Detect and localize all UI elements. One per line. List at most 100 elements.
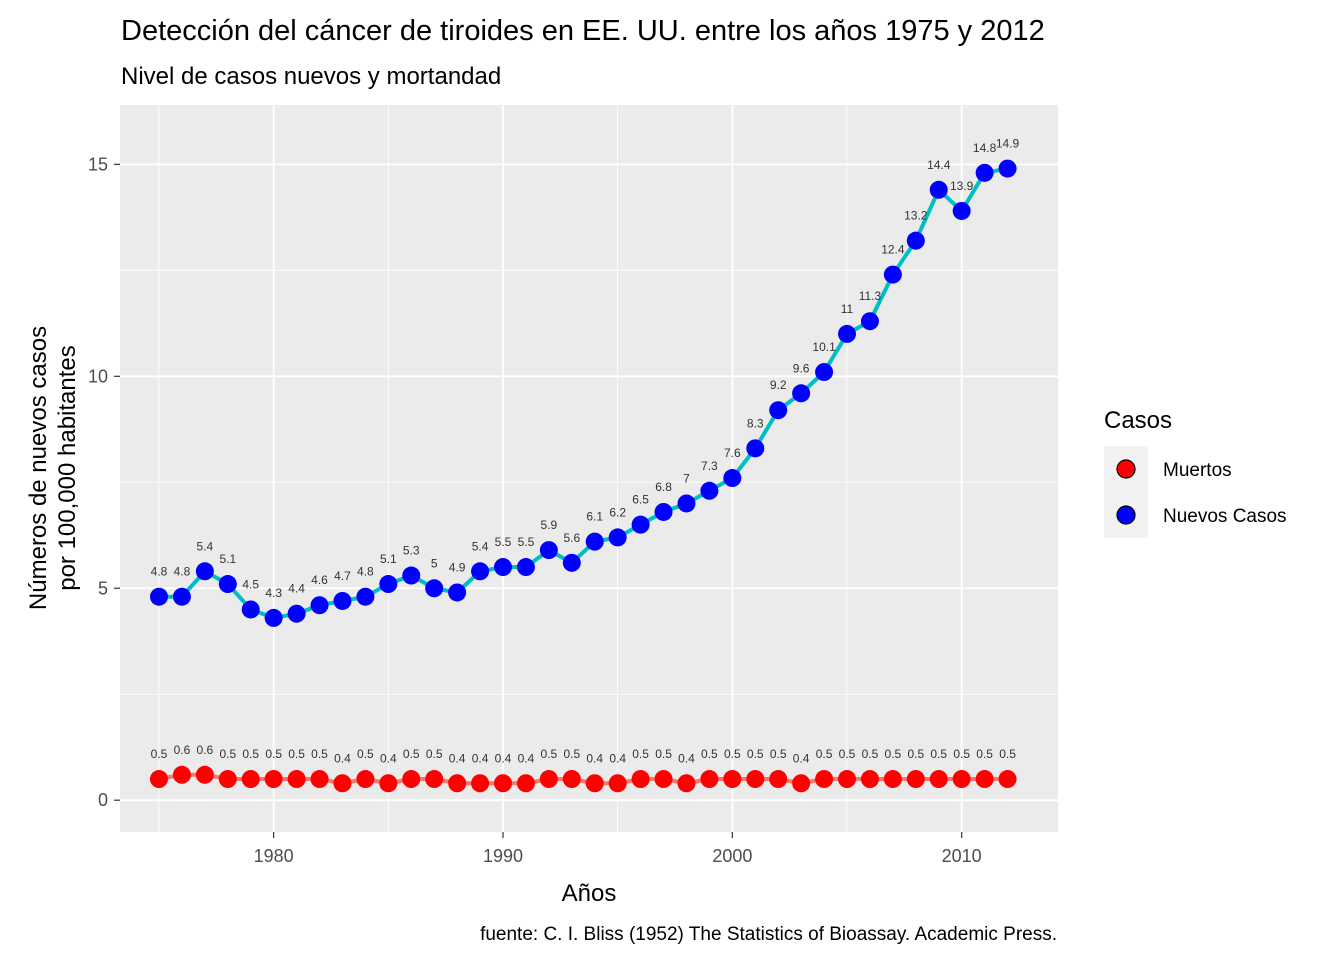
data-label-muertos: 0.4 [793,751,810,765]
data-label-nuevos-casos: 4.8 [357,565,374,579]
source-caption: fuente: C. I. Bliss (1952) The Statistic… [480,924,1057,945]
data-label-nuevos-casos: 6.8 [655,480,672,494]
data-point-muertos [608,774,627,793]
data-point-nuevos-casos [883,265,902,284]
y-axis-title-line-2: por 100,000 habitantes [54,345,81,591]
data-point-nuevos-casos [998,159,1017,178]
data-label-muertos: 0.5 [862,747,879,761]
data-label-muertos: 0.5 [357,747,374,761]
chart-title: Detección del cáncer de tiroides en EE. … [121,15,1045,47]
data-point-muertos [493,774,512,793]
data-label-muertos: 0.5 [747,747,764,761]
data-label-nuevos-casos: 7.6 [724,446,741,460]
data-label-muertos: 0.6 [197,743,214,757]
x-tick-label: 2010 [942,846,982,866]
data-point-nuevos-casos [562,553,581,572]
y-axis-title-line-1: Números de nuevos casos [25,326,52,610]
data-point-muertos [792,774,811,793]
data-point-nuevos-casos [310,596,329,615]
data-point-nuevos-casos [975,163,994,182]
data-label-nuevos-casos: 6.5 [632,493,649,507]
data-point-nuevos-casos [471,562,490,581]
y-tick-label: 10 [88,366,108,386]
data-label-nuevos-casos: 11.3 [859,289,882,303]
data-point-muertos [310,770,329,789]
data-label-muertos: 0.5 [541,747,558,761]
x-tick-label: 1990 [483,846,523,866]
data-label-nuevos-casos: 4.5 [242,577,259,591]
data-label-nuevos-casos: 9.6 [793,361,810,375]
data-point-muertos [539,770,558,789]
data-label-muertos: 0.5 [265,747,282,761]
data-point-muertos [195,765,214,784]
data-point-nuevos-casos [264,608,283,627]
data-label-nuevos-casos: 4.4 [288,582,305,596]
data-label-muertos: 0.5 [151,747,168,761]
data-label-nuevos-casos: 14.9 [996,137,1020,151]
data-point-nuevos-casos [723,469,742,488]
legend: Casos Muertos Nuevos Casos [1104,407,1287,538]
data-point-muertos [723,770,742,789]
data-point-muertos [654,770,673,789]
data-point-muertos [264,770,283,789]
data-point-muertos [838,770,857,789]
data-point-nuevos-casos [493,558,512,577]
data-point-muertos [815,770,834,789]
data-label-muertos: 0.4 [586,751,603,765]
data-label-nuevos-casos: 7 [683,471,690,485]
data-label-muertos: 0.5 [655,747,672,761]
data-label-muertos: 0.5 [907,747,924,761]
data-point-muertos [929,770,948,789]
data-point-nuevos-casos [952,201,971,220]
x-tick-label: 1980 [254,846,294,866]
data-label-muertos: 0.4 [334,751,351,765]
data-label-muertos: 0.4 [449,751,466,765]
axis-ticks: 1980 1990 2000 2010 0 5 10 15 [88,154,982,866]
data-label-muertos: 0.5 [999,747,1016,761]
data-label-nuevos-casos: 5.5 [495,535,512,549]
data-point-nuevos-casos [172,587,191,606]
data-point-muertos [677,774,696,793]
data-point-muertos [425,770,444,789]
data-label-nuevos-casos: 5.1 [219,552,236,566]
data-label-muertos: 0.4 [380,751,397,765]
x-tick-label: 2000 [712,846,752,866]
data-point-nuevos-casos [516,558,535,577]
legend-marker-nuevos-casos [1116,505,1136,525]
data-label-muertos: 0.5 [770,747,787,761]
data-label-nuevos-casos: 13.9 [950,179,974,193]
data-label-muertos: 0.5 [953,747,970,761]
data-label-nuevos-casos: 5.9 [541,518,558,532]
data-label-nuevos-casos: 4.9 [449,560,466,574]
data-label-nuevos-casos: 4.8 [151,565,168,579]
data-label-muertos: 0.4 [518,751,535,765]
data-point-muertos [356,770,375,789]
data-point-muertos [860,770,879,789]
data-point-nuevos-casos [860,312,879,331]
data-label-muertos: 0.5 [426,747,443,761]
data-label-nuevos-casos: 12.4 [881,243,905,257]
data-label-muertos: 0.5 [311,747,328,761]
data-labels: 0.5 0.6 0.6 0.5 0.5 0.5 0.5 0.5 0.4 0.5 0.4 0.5 0.5 0… [151,137,1020,766]
data-label-nuevos-casos: 10.1 [812,340,836,354]
data-label-muertos: 0.5 [632,747,649,761]
data-label-muertos: 0.5 [885,747,902,761]
data-point-muertos [906,770,925,789]
data-point-nuevos-casos [792,384,811,403]
data-label-nuevos-casos: 5.5 [518,535,535,549]
x-axis-title: Años [562,880,617,907]
legend-label-nuevos-casos: Nuevos Casos [1163,506,1287,527]
data-point-nuevos-casos [287,604,306,623]
data-point-nuevos-casos [539,541,558,560]
data-label-nuevos-casos: 6.2 [609,505,626,519]
data-point-muertos [471,774,490,793]
data-point-muertos [218,770,237,789]
data-point-nuevos-casos [218,575,237,594]
data-label-muertos: 0.5 [930,747,947,761]
data-point-nuevos-casos [425,579,444,598]
data-label-muertos: 0.5 [839,747,856,761]
data-label-muertos: 0.5 [724,747,741,761]
data-point-nuevos-casos [585,532,604,551]
legend-label-muertos: Muertos [1163,460,1232,481]
